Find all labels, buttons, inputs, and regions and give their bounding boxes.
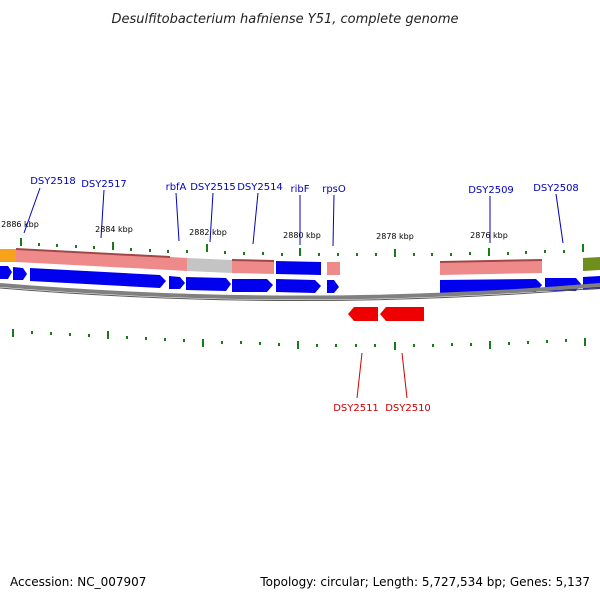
map-title: Desulfitobacterium hafniense Y51, comple…: [111, 12, 458, 27]
feature-annotation-band: [0, 248, 600, 275]
gene-label-rpso[interactable]: rpsO: [322, 184, 346, 195]
gene-label-rbfa[interactable]: rbfA: [166, 182, 187, 193]
gene-label-dsy2514[interactable]: DSY2514: [237, 182, 283, 193]
gene-label-dsy2518[interactable]: DSY2518: [30, 176, 76, 187]
gene-arrow[interactable]: [186, 277, 231, 291]
gene-arrow[interactable]: [13, 267, 27, 280]
reverse-gene-labels: DSY2511 DSY2510: [333, 403, 431, 414]
genome-summary-text: Topology: circular; Length: 5,727,534 bp…: [259, 575, 590, 589]
gene-label-dsy2517[interactable]: DSY2517: [81, 179, 127, 190]
gene-arrow[interactable]: [30, 268, 166, 288]
gene-arrow[interactable]: [276, 279, 321, 293]
forward-label-leaders: [23, 187, 564, 247]
gene-arrow[interactable]: [380, 307, 424, 321]
lower-ticks: [12, 329, 586, 350]
feature-band-edge: [439, 259, 543, 263]
gene-arrow[interactable]: [348, 307, 378, 321]
feature-band-segment: [276, 261, 321, 275]
feature-band-segment: [583, 257, 600, 271]
feature-band-segment: [440, 260, 542, 275]
feature-band-edge: [15, 248, 171, 258]
gene-arrow[interactable]: [169, 276, 185, 289]
feature-band-segment: [16, 249, 170, 270]
feature-band-segment: [0, 249, 16, 262]
scale-labels: 2886 kbp 2884 kbp 2882 kbp 2880 kbp 2878…: [1, 220, 508, 241]
scale-label: 2880 kbp: [283, 231, 321, 240]
reverse-strand-genes: [348, 307, 424, 321]
gene-arrow[interactable]: [327, 280, 339, 293]
scale-label: 2878 kbp: [376, 232, 414, 241]
scale-label: 2876 kbp: [470, 231, 508, 240]
forward-strand-genes: [0, 266, 600, 293]
upper-ticks: [20, 238, 584, 257]
feature-band-segment: [327, 262, 340, 275]
forward-gene-labels: DSY2518 DSY2517 rbfA DSY2515 DSY2514 rib…: [30, 176, 579, 196]
feature-band-segment: [170, 257, 187, 271]
scale-label: 2886 kbp: [1, 220, 39, 229]
genome-backbone: [0, 283, 600, 301]
scale-label: 2882 kbp: [189, 228, 227, 237]
gene-arrow[interactable]: [0, 266, 12, 279]
gene-label-dsy2511[interactable]: DSY2511: [333, 403, 379, 414]
accession-text: Accession: NC_007907: [10, 575, 146, 589]
feature-band-segment: [187, 258, 232, 273]
gene-label-dsy2515[interactable]: DSY2515: [190, 182, 236, 193]
gene-arrow[interactable]: [232, 279, 273, 292]
gene-label-ribf[interactable]: ribF: [291, 184, 310, 195]
scale-label: 2884 kbp: [95, 225, 133, 234]
gene-label-dsy2508[interactable]: DSY2508: [533, 183, 579, 194]
reverse-label-leaders: [356, 352, 408, 399]
feature-band-edge: [231, 259, 275, 262]
gene-label-dsy2509[interactable]: DSY2509: [468, 185, 514, 196]
feature-band-segment: [232, 260, 274, 274]
gene-label-dsy2510[interactable]: DSY2510: [385, 403, 431, 414]
